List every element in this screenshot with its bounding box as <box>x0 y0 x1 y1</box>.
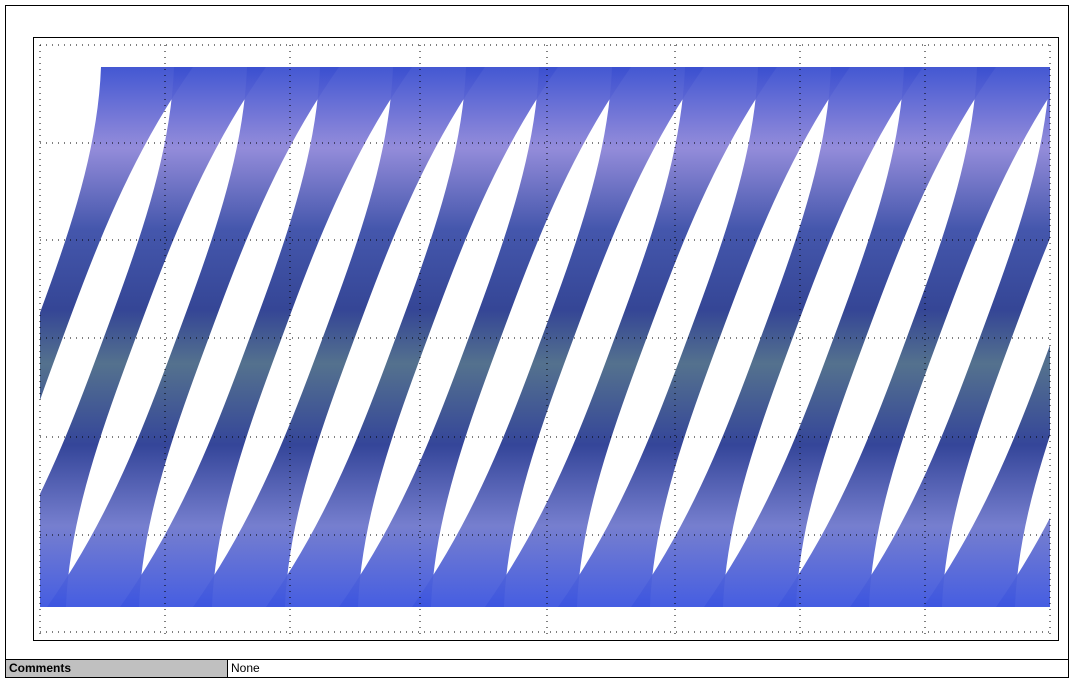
swath-map <box>33 37 1059 641</box>
swath <box>47 67 339 607</box>
swaths <box>40 67 1050 607</box>
swath <box>777 67 1050 607</box>
swath <box>193 67 485 607</box>
swath <box>996 517 1050 607</box>
swath <box>266 67 558 607</box>
comments-value: None <box>227 659 1069 678</box>
swath <box>850 67 1050 607</box>
swath <box>412 67 704 607</box>
panel <box>5 5 1069 660</box>
comments-label: Comments <box>5 659 228 678</box>
swath <box>631 67 923 607</box>
comments-row: Comments None <box>5 659 1069 678</box>
swath <box>40 67 193 401</box>
swath <box>120 67 412 607</box>
comments-table: Comments None <box>5 659 1069 678</box>
swath <box>923 345 1050 607</box>
swath <box>40 67 266 607</box>
swath <box>704 67 996 607</box>
swath <box>485 67 777 607</box>
swath <box>339 67 631 607</box>
grid <box>39 44 1051 635</box>
swath <box>558 67 850 607</box>
